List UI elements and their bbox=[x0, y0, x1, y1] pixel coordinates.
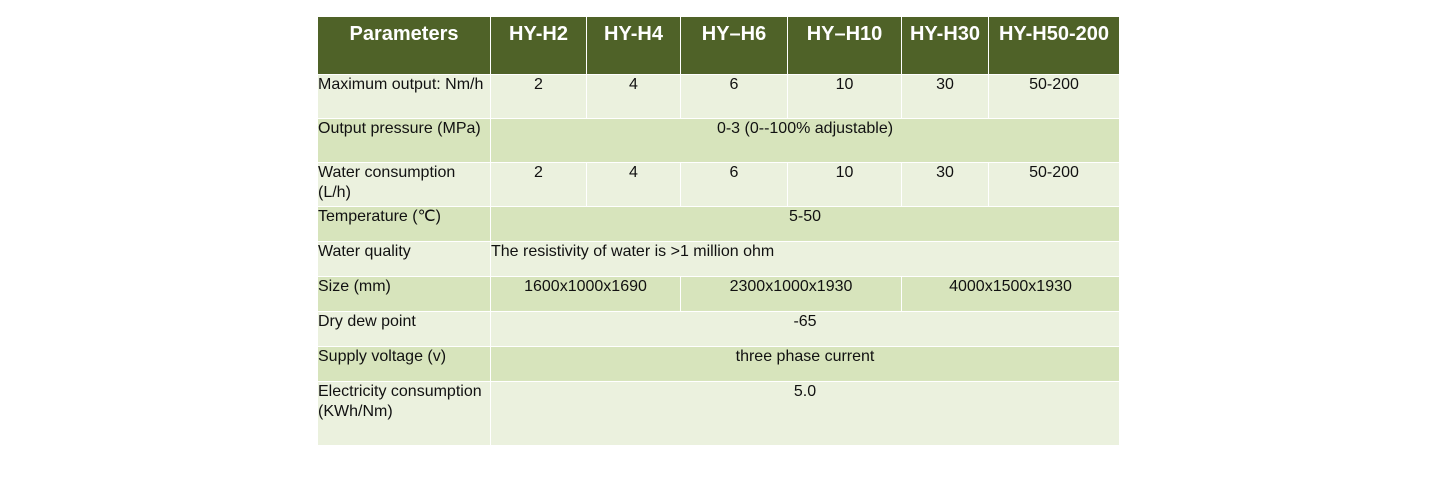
row-label: Output pressure (MPa) bbox=[317, 118, 491, 163]
header-parameters: Parameters bbox=[317, 16, 491, 75]
row-temperature: Temperature (℃) 5-50 bbox=[317, 206, 1120, 242]
row-label: Temperature (℃) bbox=[317, 206, 491, 242]
row-maximum-output: Maximum output: Nm/h 2 4 6 10 30 50-200 bbox=[317, 74, 1120, 119]
row-label: Dry dew point bbox=[317, 311, 491, 347]
cell-value: 10 bbox=[787, 162, 902, 207]
cell-value: 1600x1000x1690 bbox=[490, 276, 681, 312]
row-electricity-consumption: Electricity consumption (KWh/Nm) 5.0 bbox=[317, 381, 1120, 446]
row-label: Water consumption (L/h) bbox=[317, 162, 491, 207]
cell-value: -65 bbox=[490, 311, 1120, 347]
cell-value: 2 bbox=[490, 74, 587, 119]
row-label: Supply voltage (v) bbox=[317, 346, 491, 382]
cell-value: 10 bbox=[787, 74, 902, 119]
cell-value: 30 bbox=[901, 162, 989, 207]
specifications-table: Parameters HY-H2 HY-H4 HY–H6 HY–H10 HY-H… bbox=[317, 16, 1120, 446]
cell-value: 2 bbox=[490, 162, 587, 207]
row-size: Size (mm) 1600x1000x1690 2300x1000x1930 … bbox=[317, 276, 1120, 312]
cell-value: 5-50 bbox=[490, 206, 1120, 242]
cell-value: 5.0 bbox=[490, 381, 1120, 446]
row-supply-voltage: Supply voltage (v) three phase current bbox=[317, 346, 1120, 382]
row-water-consumption: Water consumption (L/h) 2 4 6 10 30 50-2… bbox=[317, 162, 1120, 207]
row-dry-dew-point: Dry dew point -65 bbox=[317, 311, 1120, 347]
cell-value: 6 bbox=[680, 162, 788, 207]
cell-value: 6 bbox=[680, 74, 788, 119]
header-hy-h4: HY-H4 bbox=[586, 16, 681, 75]
row-label: Water quality bbox=[317, 241, 491, 277]
row-water-quality: Water quality The resistivity of water i… bbox=[317, 241, 1120, 277]
row-label: Size (mm) bbox=[317, 276, 491, 312]
row-output-pressure: Output pressure (MPa) 0-3 (0--100% adjus… bbox=[317, 118, 1120, 163]
cell-value: The resistivity of water is >1 million o… bbox=[490, 241, 1120, 277]
header-hy-h10: HY–H10 bbox=[787, 16, 902, 75]
header-hy-h30: HY-H30 bbox=[901, 16, 989, 75]
cell-value: 4 bbox=[586, 162, 681, 207]
row-label: Electricity consumption (KWh/Nm) bbox=[317, 381, 491, 446]
cell-value: 2300x1000x1930 bbox=[680, 276, 902, 312]
row-label: Maximum output: Nm/h bbox=[317, 74, 491, 119]
cell-value: 4000x1500x1930 bbox=[901, 276, 1120, 312]
cell-value: 4 bbox=[586, 74, 681, 119]
cell-value: 50-200 bbox=[988, 74, 1120, 119]
header-row: Parameters HY-H2 HY-H4 HY–H6 HY–H10 HY-H… bbox=[317, 16, 1120, 75]
cell-value: 30 bbox=[901, 74, 989, 119]
cell-value: 50-200 bbox=[988, 162, 1120, 207]
cell-value: three phase current bbox=[490, 346, 1120, 382]
header-hy-h50-200: HY-H50-200 bbox=[988, 16, 1120, 75]
cell-value: 0-3 (0--100% adjustable) bbox=[490, 118, 1120, 163]
header-hy-h6: HY–H6 bbox=[680, 16, 788, 75]
header-hy-h2: HY-H2 bbox=[490, 16, 587, 75]
